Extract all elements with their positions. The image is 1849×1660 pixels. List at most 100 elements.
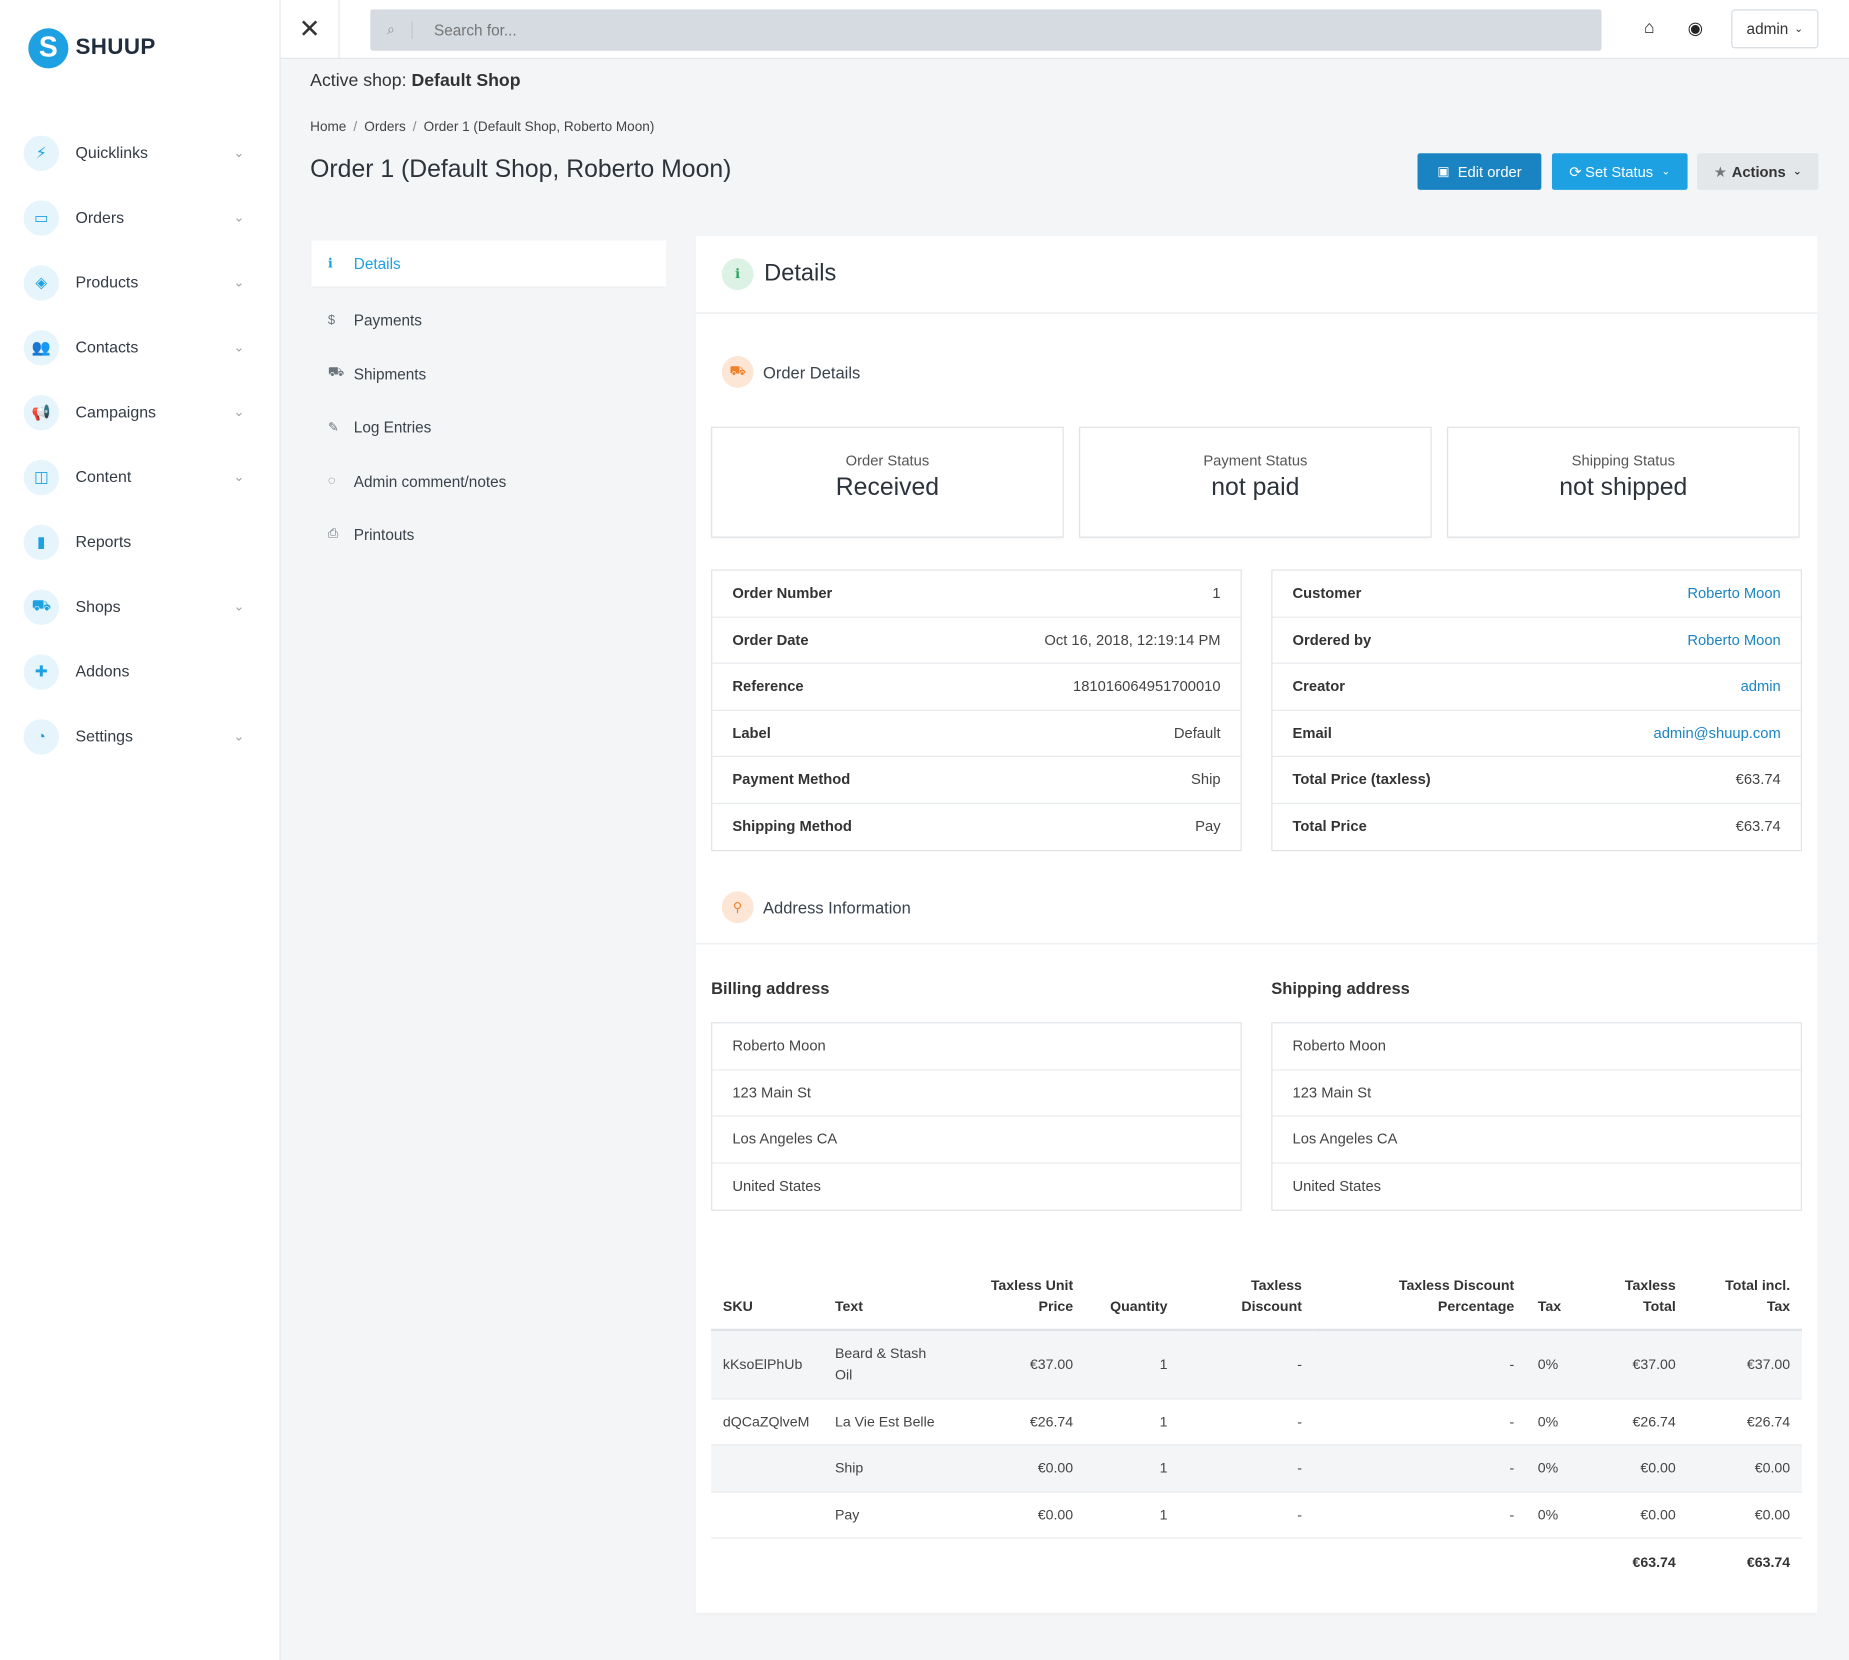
sidebar-item-products[interactable]: ◈ Products ⌄ [0, 250, 281, 315]
camera-icon: ▣ [1437, 165, 1450, 180]
shipping-status-box: Shipping Status not shipped [1447, 426, 1800, 538]
sidebar-item-label: Products [75, 273, 139, 292]
info-value: Oct 16, 2018, 12:19:14 PM [1044, 631, 1221, 649]
actions-button[interactable]: ★ Actions ⌄ [1697, 153, 1819, 190]
table-cell [1314, 1538, 1526, 1585]
truck-icon: ⛟ [327, 365, 345, 380]
search-input[interactable] [412, 21, 1475, 39]
table-cell: €26.74 [952, 1398, 1085, 1446]
info-key: Total Price [1292, 818, 1367, 836]
table-cell: 0% [1526, 1398, 1580, 1446]
chevron-down-icon: ⌄ [233, 146, 245, 161]
sidebar-item-label: Contacts [75, 338, 139, 357]
sidebar-item-label: Reports [75, 532, 132, 551]
info-value: Default [1173, 724, 1221, 742]
info-key: Email [1292, 724, 1332, 742]
billing-address: Roberto Moon 123 Main St Los Angeles CA Uni… [711, 1022, 1242, 1211]
table-cell [711, 1444, 824, 1493]
sidebar-item-shops[interactable]: ⛟ Shops ⌄ [0, 574, 281, 639]
table-cell: Beard & Stash Oil [823, 1329, 953, 1399]
refresh-icon: ⟳ [1569, 163, 1582, 181]
address-line: Los Angeles CA [1272, 1117, 1801, 1164]
logo[interactable]: S SHUUP [28, 28, 155, 69]
sidebar-item-campaigns[interactable]: 📢 Campaigns ⌄ [0, 380, 281, 445]
table-cell: €37.00 [1579, 1329, 1688, 1399]
user-menu-button[interactable]: admin ⌄ [1731, 9, 1819, 49]
info-row: Customer Roberto Moon [1272, 571, 1801, 618]
info-key: Order Date [732, 631, 809, 649]
table-cell: €0.00 [1687, 1491, 1802, 1539]
sidebar-item-contacts[interactable]: 👥 Contacts ⌄ [0, 315, 281, 380]
breadcrumb-orders[interactable]: Orders [364, 120, 406, 135]
sidebar-item-quicklinks[interactable]: ⚡ Quicklinks ⌄ [0, 120, 281, 185]
chevron-down-icon: ⌄ [233, 729, 245, 744]
tab-log-entries[interactable]: ✎ Log Entries [311, 401, 666, 455]
tab-admin-comment-notes[interactable]: ◌ Admin comment/notes [311, 455, 666, 509]
customer-info-table: Customer Roberto Moon Ordered by Roberto Mo… [1271, 569, 1802, 852]
truck-icon: ⛟ [721, 356, 754, 388]
sidebar-item-label: Campaigns [75, 403, 157, 421]
table-row: kKsoElPhUb Beard & Stash Oil €37.00 1- -0% €3… [711, 1329, 1802, 1399]
info-key: Order Number [732, 585, 833, 602]
column-header: Taxless Discount Percentage [1313, 1267, 1527, 1332]
info-value[interactable]: admin@shuup.com [1653, 724, 1781, 742]
chevron-down-icon: ⌄ [233, 405, 245, 420]
breadcrumb-current: Order 1 (Default Shop, Roberto Moon) [423, 120, 655, 135]
users-icon: 👥 [23, 329, 59, 365]
star-icon: ★ [1713, 163, 1727, 181]
table-cell: €0.00 [1579, 1491, 1688, 1539]
sidebar-item-content[interactable]: ◫ Content ⌄ [0, 444, 281, 509]
info-value[interactable]: Roberto Moon [1687, 585, 1781, 602]
close-menu-button[interactable]: ✕ [281, 0, 340, 59]
breadcrumb-home[interactable]: Home [310, 120, 347, 135]
info-value[interactable]: Roberto Moon [1687, 631, 1781, 649]
sidebar-item-addons[interactable]: ✚ Addons [0, 639, 281, 704]
breadcrumb-separator: / [412, 120, 417, 135]
status-value: Received [835, 473, 940, 502]
status-value: not paid [1211, 473, 1300, 502]
info-value[interactable]: admin [1740, 678, 1781, 695]
table-cell: dQCaZQlveM [711, 1398, 824, 1446]
page-title: Order 1 (Default Shop, Roberto Moon) [310, 155, 732, 183]
info-value: 181016064951700010 [1072, 678, 1221, 695]
status-label: Order Status [845, 452, 930, 470]
search-bar[interactable]: ⌕ [370, 9, 1602, 51]
address-line: United States [732, 1178, 821, 1195]
topbar: ✕ ⌕ ⌂ ◉ admin ⌄ [280, 0, 1849, 59]
sidebar-item-reports[interactable]: ▮ Reports [0, 509, 281, 574]
table-cell: - [1313, 1329, 1527, 1399]
table-cell [1085, 1538, 1179, 1585]
tab-shipments[interactable]: ⛟ Shipments [311, 347, 666, 401]
home-icon[interactable]: ⌂ [1643, 17, 1655, 38]
table-row: Ship €0.00 1- -0% €0.00 €0.00 [711, 1444, 1802, 1493]
table-cell: 0% [1526, 1444, 1580, 1493]
tab-printouts[interactable]: ⎙ Printouts [311, 508, 666, 562]
table-cell: €0.00 [952, 1491, 1085, 1539]
address-line: 123 Main St [1272, 1070, 1801, 1117]
table-cell: €37.00 [952, 1329, 1085, 1399]
section-tabs: ℹ Details $ Payments ⛟ Shipments ✎ Log Entries ◌… [311, 240, 667, 562]
inbox-icon: ▭ [23, 199, 59, 236]
billing-address-title: Billing address [711, 978, 830, 998]
column-header: Taxless Unit Price [952, 1267, 1085, 1332]
tab-payments[interactable]: $ Payments [311, 294, 666, 348]
active-shop-label: Active shop: [310, 70, 407, 91]
table-cell [1179, 1538, 1313, 1585]
tab-details[interactable]: ℹ Details [311, 240, 667, 287]
sidebar-item-settings[interactable]: ◔ Settings ⌄ [0, 704, 281, 769]
eye-icon[interactable]: ◉ [1687, 18, 1704, 39]
status-value: not shipped [1559, 473, 1688, 502]
table-cell: 0% [1526, 1329, 1580, 1399]
card-title: Details [764, 260, 837, 287]
print-icon: ⎙ [327, 527, 339, 542]
sidebar-item-orders[interactable]: ▭ Orders ⌄ [0, 185, 281, 250]
column-header: SKU [711, 1267, 824, 1332]
table-cell: €0.00 [1579, 1444, 1688, 1493]
divider [695, 943, 1818, 945]
pencil-icon: ✎ [327, 421, 339, 436]
table-row: Pay €0.00 1- -0% €0.00 €0.00 [711, 1491, 1802, 1539]
set-status-button[interactable]: ⟳ Set Status ⌄ [1551, 153, 1688, 190]
details-card: ℹ Details ⛟ Order Details Order Status R… [695, 235, 1818, 1613]
edit-order-button[interactable]: ▣ Edit order [1417, 153, 1542, 190]
